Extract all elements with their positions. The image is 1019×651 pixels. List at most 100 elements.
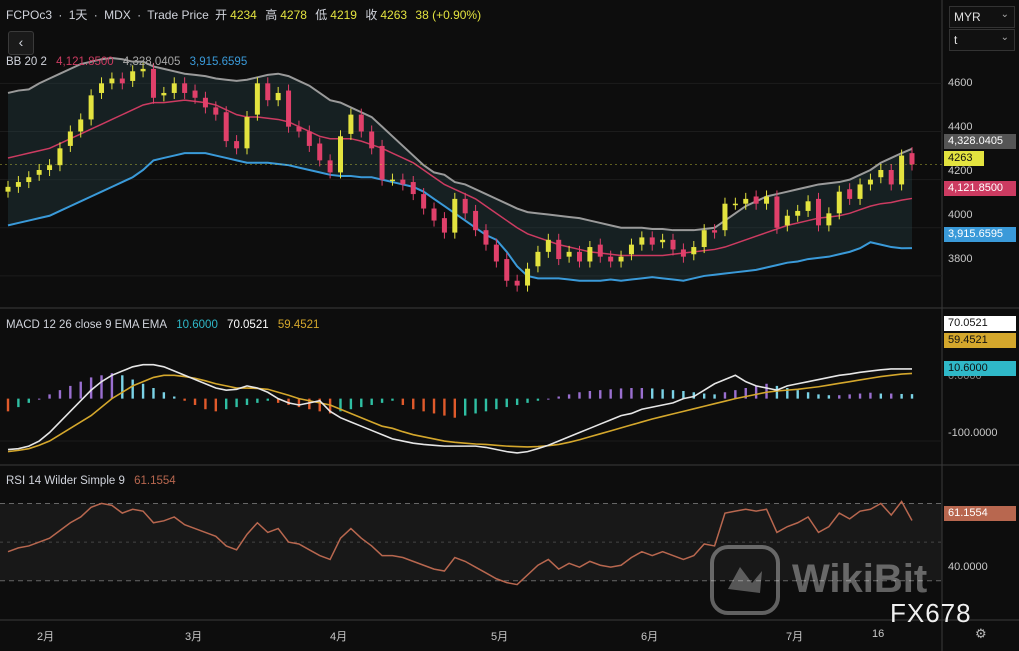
macd-histogram-bar bbox=[360, 398, 363, 408]
macd-histogram-bar bbox=[276, 398, 280, 403]
price-axis-tick: 3800 bbox=[948, 253, 973, 265]
candle-body bbox=[306, 131, 312, 146]
x-axis-label: 4月 bbox=[330, 631, 348, 643]
candle-body bbox=[836, 191, 842, 214]
candle-body bbox=[317, 143, 323, 161]
macd-histogram-bar bbox=[380, 398, 384, 403]
bb-legend-upper: 4,328.0405 bbox=[122, 56, 181, 68]
candle-body bbox=[140, 68, 146, 72]
macd-signal-line bbox=[7, 372, 913, 453]
interval-label[interactable]: 1天 bbox=[68, 8, 88, 22]
candle-body bbox=[400, 179, 406, 185]
x-axis-label: 6月 bbox=[641, 631, 659, 643]
high-value: 4278 bbox=[280, 8, 307, 22]
candle-body bbox=[57, 148, 63, 166]
macd-histogram-bar bbox=[734, 390, 737, 399]
candle-body bbox=[202, 97, 208, 108]
candle-body bbox=[743, 198, 749, 204]
macd-histogram-bar bbox=[661, 389, 664, 399]
rsi-value-tag: 61.1554 bbox=[944, 506, 1016, 521]
currency-select-value: MYR bbox=[954, 10, 981, 24]
candle-body bbox=[213, 107, 219, 115]
candle-body bbox=[441, 218, 447, 233]
bb-legend[interactable]: BB 20 2 4,121.8500 4,328.0405 3,915.6595 bbox=[6, 56, 253, 68]
candle-body bbox=[732, 203, 738, 206]
candle-body bbox=[473, 210, 479, 231]
price-axis-tick: 4600 bbox=[948, 77, 973, 89]
macd-histogram-bar bbox=[495, 398, 498, 410]
header-sep: · bbox=[137, 8, 142, 22]
candle-body bbox=[764, 196, 770, 204]
macd-histogram-bar bbox=[827, 395, 831, 399]
chevron-down-icon: ⌄ bbox=[1000, 9, 1009, 20]
macd-axis-tick: -100.0000 bbox=[948, 427, 998, 439]
candle-body bbox=[150, 68, 156, 98]
macd-histogram-bar bbox=[141, 383, 145, 399]
macd-histogram-bar bbox=[422, 398, 425, 412]
rsi-legend-value: 61.1554 bbox=[134, 475, 176, 487]
unit-select[interactable]: t ⌄ bbox=[949, 29, 1015, 51]
symbol-name[interactable]: FCPOc3 bbox=[6, 8, 53, 22]
macd-histogram-bar bbox=[744, 388, 747, 399]
macd-histogram-bar bbox=[682, 390, 685, 399]
macd-histogram-bar bbox=[48, 394, 51, 399]
rsi-line bbox=[7, 500, 913, 586]
macd-histogram-bar bbox=[256, 398, 259, 403]
macd-histogram-bar bbox=[619, 388, 623, 399]
candle-body bbox=[888, 170, 894, 185]
macd-histogram-bar bbox=[796, 390, 799, 399]
macd-histogram-bar bbox=[162, 392, 166, 399]
macd-legend-hist: 10.6000 bbox=[176, 319, 218, 331]
price-type-label: Trade Price bbox=[147, 8, 209, 22]
candle-body bbox=[514, 280, 520, 286]
open-value: 4234 bbox=[230, 8, 257, 22]
macd-histogram-bar bbox=[484, 398, 488, 412]
macd-histogram-bar bbox=[588, 390, 592, 399]
candle-body bbox=[545, 239, 551, 252]
macd-histogram-bar bbox=[328, 398, 332, 414]
macd-histogram-bar bbox=[900, 393, 903, 399]
macd-histogram-bar bbox=[775, 385, 779, 399]
macd-histogram-bar bbox=[848, 394, 851, 399]
macd-histogram-bar bbox=[79, 381, 82, 399]
macd-histogram-bar bbox=[204, 398, 207, 410]
collapse-back-button[interactable]: ‹ bbox=[8, 31, 34, 55]
macd-histogram-bar bbox=[651, 388, 654, 399]
candle-body bbox=[909, 153, 915, 165]
candle-body bbox=[722, 203, 728, 231]
currency-select[interactable]: MYR ⌄ bbox=[949, 6, 1015, 28]
candle-body bbox=[192, 90, 198, 98]
unit-select-value: t bbox=[954, 33, 958, 47]
macd-histogram-bar bbox=[671, 390, 675, 399]
macd-histogram-bar bbox=[245, 398, 249, 405]
candle-body bbox=[608, 256, 614, 262]
candle-body bbox=[556, 239, 562, 260]
candle-body bbox=[899, 155, 905, 185]
bb-upper-line bbox=[7, 57, 913, 232]
macd-histogram-bar bbox=[173, 396, 176, 399]
macd-histogram-bar bbox=[69, 385, 72, 399]
candle-body bbox=[680, 249, 686, 257]
macd-legend[interactable]: MACD 12 26 close 9 EMA EMA 10.6000 70.05… bbox=[6, 319, 325, 331]
settings-gear-icon[interactable]: ⚙ bbox=[975, 626, 987, 641]
macd-histogram-bar bbox=[183, 398, 186, 401]
candle-body bbox=[389, 179, 395, 182]
chevron-down-icon: ⌄ bbox=[1000, 32, 1009, 43]
watermark-brand: WikiBit bbox=[792, 557, 928, 601]
macd-histogram-bar bbox=[536, 398, 540, 401]
x-axis-label: 7月 bbox=[786, 631, 804, 643]
macd-histogram-bar bbox=[100, 375, 103, 399]
macd-histogram-bar bbox=[869, 392, 872, 399]
hist-value-tag: 10.6000 bbox=[944, 361, 1016, 376]
candle-body bbox=[338, 136, 344, 173]
exchange-label: MDX bbox=[104, 8, 131, 22]
candle-body bbox=[753, 196, 759, 204]
rsi-legend[interactable]: RSI 14 Wilder Simple 9 61.1554 bbox=[6, 475, 182, 487]
candle-body bbox=[421, 194, 427, 209]
candle-body bbox=[161, 92, 167, 96]
macd-histogram-bar bbox=[89, 377, 93, 399]
macd-histogram-bar bbox=[6, 398, 10, 412]
bb-lower-line bbox=[7, 152, 913, 282]
